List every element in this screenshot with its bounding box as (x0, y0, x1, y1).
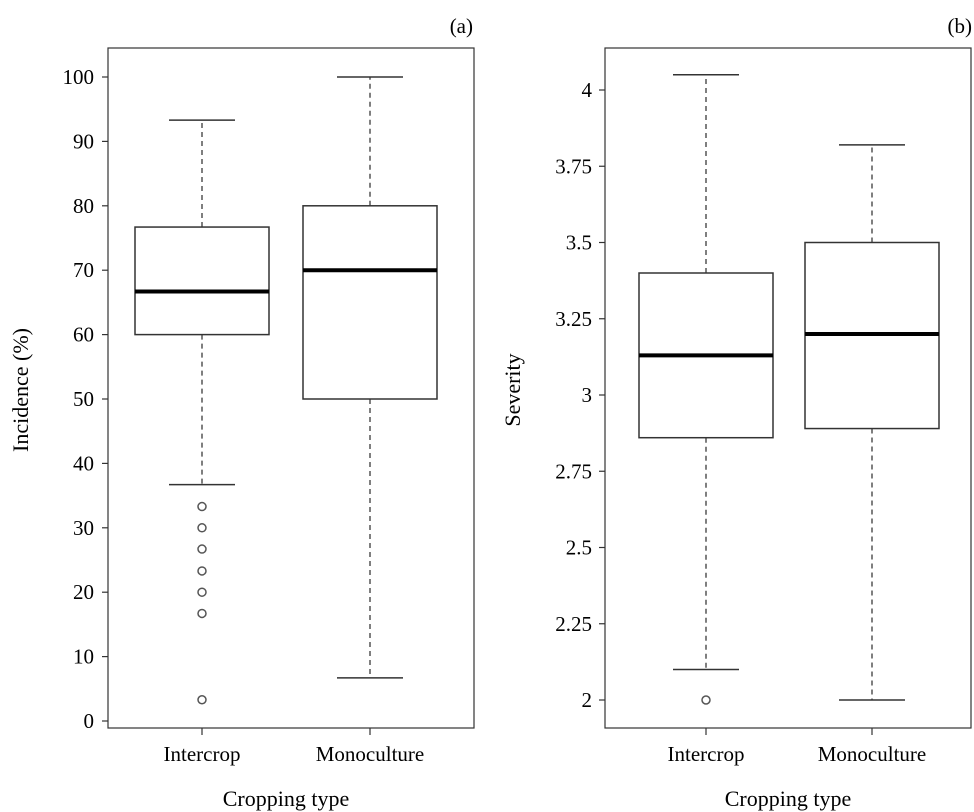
y-axis-title-b: Severity (500, 353, 525, 426)
y-tick-label: 20 (73, 580, 94, 604)
y-tick-label: 4 (582, 78, 593, 102)
outlier-point (197, 544, 207, 554)
iqr-box (134, 226, 270, 336)
panel-label-b: (b) (948, 14, 973, 38)
y-tick-label: 3.25 (555, 307, 592, 331)
outlier-point (197, 694, 207, 705)
y-tick-label: 2.25 (555, 612, 592, 636)
y-tick-label: 70 (73, 258, 94, 282)
y-tick-label: 0 (84, 709, 95, 733)
outlier-point (197, 587, 207, 597)
y-tick-label: 3.75 (555, 154, 592, 178)
y-tick-label: 10 (73, 645, 94, 669)
y-ticks-a: 0 10 20 30 40 50 60 70 80 90 100 (63, 65, 108, 733)
boxes-a (134, 76, 438, 705)
boxes-b (638, 74, 940, 705)
panel-a: (a) Incidence (%) Cropping type 0 10 20 30 4… (8, 14, 475, 811)
y-tick-label: 3.5 (566, 231, 592, 255)
box-intercrop (134, 119, 270, 705)
y-tick-label: 40 (73, 451, 94, 475)
y-tick-label: 2.75 (555, 459, 592, 483)
outlier-point (197, 566, 207, 576)
iqr-box (302, 205, 438, 400)
y-tick-label: 3 (582, 383, 593, 407)
x-ticks-a: Intercrop Monoculture (164, 728, 424, 766)
plot-frame-a (107, 47, 475, 729)
outlier-point (701, 695, 711, 705)
outlier-point (197, 523, 207, 533)
panel-label-a: (a) (450, 14, 473, 38)
y-axis-title-a: Incidence (%) (8, 328, 33, 452)
x-tick-label: Intercrop (668, 742, 745, 766)
y-tick-label: 50 (73, 387, 94, 411)
box-intercrop (638, 74, 774, 705)
x-tick-label: Monoculture (818, 742, 926, 766)
y-tick-label: 30 (73, 516, 94, 540)
plot-frame-b (604, 47, 972, 729)
box-monoculture (302, 76, 438, 679)
y-tick-label: 80 (73, 194, 94, 218)
y-tick-label: 90 (73, 129, 94, 153)
outlier-point (197, 608, 207, 619)
x-tick-label: Monoculture (316, 742, 424, 766)
x-tick-label: Intercrop (164, 742, 241, 766)
outlier-point (197, 501, 207, 512)
y-tick-label: 100 (63, 65, 95, 89)
y-tick-label: 60 (73, 323, 94, 347)
y-tick-label: 2.5 (566, 536, 592, 560)
x-ticks-b: Intercrop Monoculture (668, 728, 926, 766)
y-tick-label: 2 (582, 688, 593, 712)
box-monoculture (804, 144, 940, 701)
x-axis-title-b: Cropping type (725, 786, 852, 811)
y-ticks-b: 2 2.25 2.5 2.75 3 3.25 3.5 3.75 4 (555, 78, 605, 712)
x-axis-title-a: Cropping type (223, 786, 350, 811)
panel-b: (b) Severity Cropping type 2 2.25 2.5 2.75 3… (500, 14, 972, 811)
